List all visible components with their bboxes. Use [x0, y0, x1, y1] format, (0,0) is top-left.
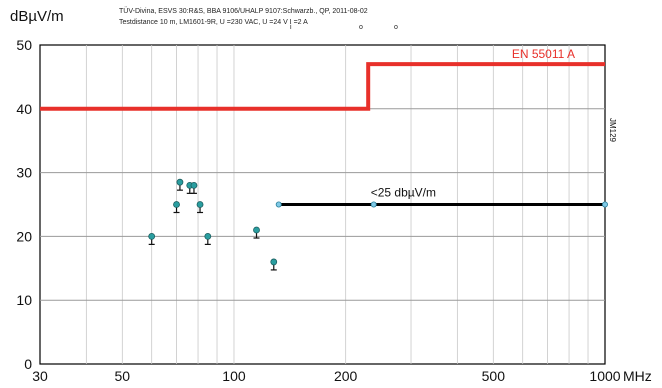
measurement-point	[253, 226, 260, 234]
side-id-label: JM129	[608, 118, 617, 143]
header-subscript-o-current: o	[394, 24, 398, 31]
y-tick-label: 30	[16, 165, 32, 181]
measurement-point	[173, 201, 180, 208]
threshold-marker	[275, 201, 282, 208]
test-header-line-2: Testdistance 10 m, LM1601-9R, U =230 VAC…	[119, 19, 308, 26]
header-subscript-i: i	[290, 24, 292, 31]
test-header-line-1: TÜV-Divina, ESVS 30:R&S, BBA 9106/UHALP …	[119, 8, 368, 15]
x-tick-label: 100	[222, 368, 246, 384]
measurement-point	[190, 181, 198, 189]
x-tick-label: 500	[482, 368, 506, 384]
measurement-point	[176, 178, 184, 186]
x-tick-label: 30	[32, 368, 48, 384]
measurement-point	[270, 258, 278, 266]
limit-line	[40, 62, 605, 111]
measurement-point	[196, 201, 204, 208]
x-tick-label: 200	[334, 368, 358, 384]
threshold-line-label: <25 dbµV/m	[371, 186, 436, 200]
y-tick-label: 10	[16, 292, 32, 308]
limit-line-label: EN 55011 A	[512, 47, 575, 61]
threshold-marker	[602, 201, 609, 208]
measurement-point	[148, 232, 156, 240]
y-tick-label: 50	[16, 37, 32, 53]
x-axis-unit-label: MHz	[623, 368, 652, 384]
x-tick-label: 50	[115, 368, 131, 384]
y-tick-label: 20	[16, 228, 32, 244]
measurement-point	[204, 232, 212, 240]
x-tick-label: 1000	[589, 368, 620, 384]
y-axis-unit-label: dBµV/m	[10, 8, 64, 25]
threshold-marker	[370, 201, 377, 208]
y-tick-label: 40	[16, 101, 32, 117]
y-tick-label: 0	[24, 356, 32, 372]
header-subscript-o-voltage: o	[359, 24, 363, 31]
